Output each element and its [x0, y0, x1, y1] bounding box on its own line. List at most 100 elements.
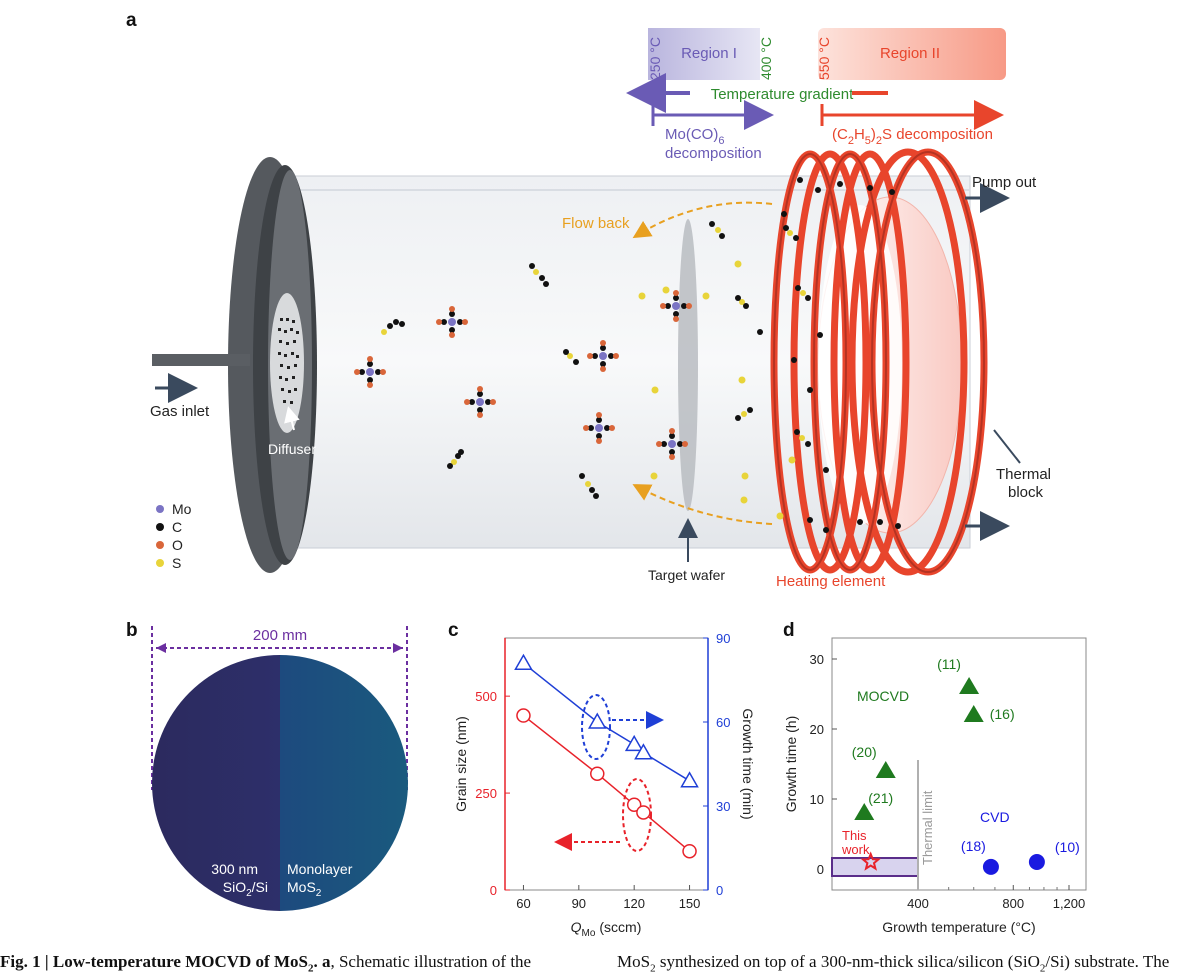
cvd-point [1028, 854, 1045, 870]
heating-coils-highlight [773, 151, 985, 573]
panel-c-label: c [448, 620, 459, 641]
chart-d-xlabel: Growth temperature (°C) [882, 919, 1035, 935]
reference-label: (20) [852, 744, 877, 760]
growth-time-point [634, 743, 653, 760]
legend-c-label: C [172, 519, 182, 535]
dimension-arrowhead-left [156, 643, 166, 653]
mo-co6-molecule [660, 290, 692, 322]
panel-c: c 60 90 120 150 0 250 500 0 30 60 90 Grain size (n… [448, 620, 756, 939]
mocvd-point [854, 803, 875, 820]
temp-250-label: 250 °C [647, 37, 663, 80]
y-left-tick-label: 500 [475, 689, 497, 704]
legend-o-label: O [172, 537, 183, 553]
y-left-tick-label: 0 [490, 883, 497, 898]
legend-c-dot [156, 523, 164, 531]
region-2-bar [818, 28, 1006, 80]
mo-co6-molecule [656, 428, 688, 460]
y-left-tick-label: 250 [475, 786, 497, 801]
wafer-right-label-1: Monolayer [287, 861, 353, 877]
mocvd-point [963, 705, 984, 722]
x-tick-label: 120 [623, 896, 645, 911]
thermal-block-pointer [993, 429, 1021, 464]
diffuser-pointer [284, 406, 300, 431]
y-tick-label: 20 [810, 722, 824, 737]
this-work-label-2: work [841, 842, 870, 857]
reference-label: (10) [1055, 839, 1080, 855]
mo-decomp-label-1: Mo(CO)6 [665, 126, 724, 147]
reference-label: (11) [937, 656, 961, 672]
y-right-tick-label: 30 [716, 799, 730, 814]
thermal-block-label-1: Thermal [996, 466, 1051, 483]
wafer-left-label-1: 300 nm [211, 861, 258, 877]
y-right-tick-label: 60 [716, 715, 730, 730]
growth-time-point [680, 771, 699, 788]
temperature-gradient-label: Temperature gradient [711, 86, 854, 103]
mocvd-group-label: MOCVD [857, 688, 909, 704]
thermal-block-label-2: block [1008, 484, 1044, 501]
panel-a-label: a [126, 10, 137, 31]
chart-d-series: (21) (20) (11) (16) (18) (10) [852, 656, 1080, 875]
wafer-left-label-2: SiO2/Si [223, 879, 268, 899]
caption-right: MoS2 synthesized on top of a 300-nm-thic… [617, 952, 1170, 975]
mo-co6-molecule [354, 356, 386, 388]
panel-b: b 200 mm 300 nm SiO2/Si Monolayer MoS2 [126, 620, 408, 911]
region-1-bar [648, 28, 760, 80]
chart-c-frame [504, 637, 709, 891]
series-line-circle [522, 714, 691, 852]
des-molecule [735, 295, 749, 309]
heating-element-label: Heating element [776, 573, 886, 590]
mo-co6-molecule [464, 386, 496, 418]
mocvd-point [875, 761, 896, 778]
des-molecule [529, 263, 549, 287]
flow-back-arrow-top [632, 201, 773, 239]
growth-time-point [587, 712, 607, 729]
mo-co6-molecule [587, 340, 619, 372]
x-tick-label: 800 [1002, 896, 1024, 911]
target-wafer-label: Target wafer [648, 567, 725, 583]
c-atoms [757, 177, 901, 533]
pump-out-label: Pump out [972, 174, 1037, 191]
chart-d-ticks: 400 800 1,200 0 10 20 30 [810, 652, 1086, 911]
chart-d-frame [831, 637, 1087, 891]
dimension-arrowhead-right [393, 643, 403, 653]
panel-a: a Region I Region II 250 °C 400 °C 550 °… [126, 10, 1051, 590]
grain-size-point [636, 805, 651, 820]
element-legend: Mo C O S [156, 501, 192, 571]
cvd-group-label: CVD [980, 809, 1010, 825]
legend-s-dot [156, 559, 164, 567]
chart-c-ylabel-left: Grain size (nm) [453, 716, 469, 812]
x-tick-label: 90 [572, 896, 586, 911]
region-1-label: Region I [681, 45, 737, 62]
legend-mo-dot [156, 505, 164, 513]
grain-size-point [626, 797, 642, 812]
gas-inlet-label: Gas inlet [150, 403, 210, 420]
thermal-limit-label: Thermal limit [920, 790, 935, 865]
growth-time-point [514, 653, 533, 670]
x-tick-label: 400 [907, 896, 929, 911]
grain-size-point [516, 708, 531, 723]
figure-caption: Fig. 1 | Low-temperature MOCVD of MoS2. … [0, 948, 1200, 975]
target-wafer [678, 219, 698, 511]
diffuser [270, 293, 304, 433]
y-right-tick-label: 90 [716, 631, 730, 646]
panel-d-label: d [783, 620, 795, 641]
wafer-right-label-2: MoS2 [287, 879, 322, 899]
chart-d-ylabel: Growth time (h) [783, 716, 799, 812]
s-decomp-label: (C2H5)2S decomposition [832, 126, 993, 147]
series-line-triangle [522, 662, 690, 782]
molecules [354, 177, 901, 533]
temp-550-label: 550 °C [816, 37, 832, 80]
legend-s-label: S [172, 555, 181, 571]
s-atoms [638, 260, 796, 520]
region-2-label: Region II [880, 45, 940, 62]
reference-label: (21) [868, 790, 893, 806]
des-molecule [579, 473, 599, 499]
chart-c-xlabel: QMo (sccm) [571, 919, 642, 939]
grain-size-point [590, 766, 605, 781]
chart-c-ylabel-right: Growth time (min) [740, 708, 756, 819]
caption-left: Fig. 1 | Low-temperature MOCVD of MoS2. … [0, 952, 532, 975]
panel-b-label: b [126, 620, 138, 641]
reference-label: (16) [990, 706, 1015, 722]
temp-400-label: 400 °C [758, 37, 774, 80]
